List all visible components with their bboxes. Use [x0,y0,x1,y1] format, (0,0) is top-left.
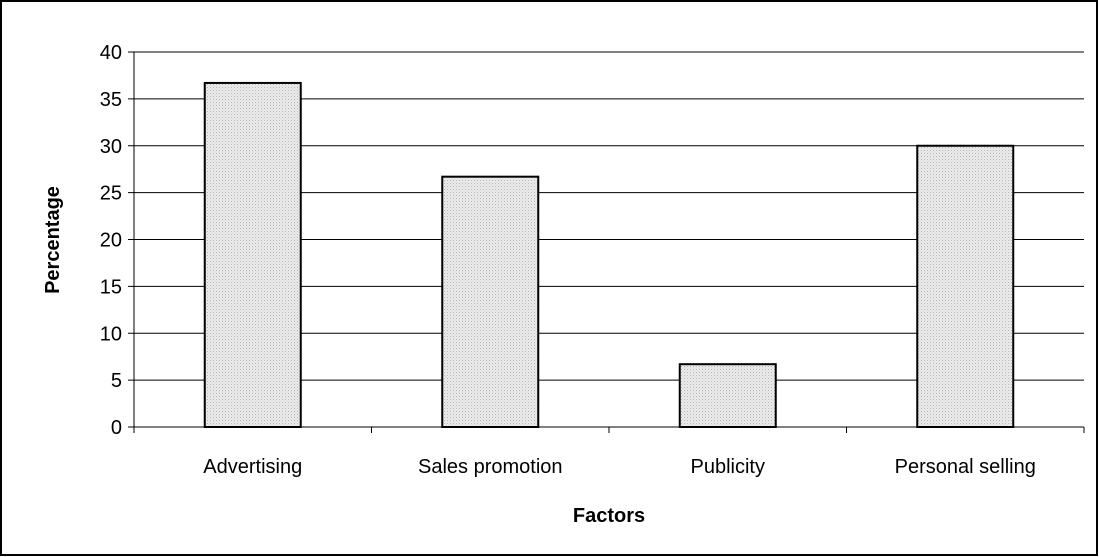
y-tick-label: 25 [100,183,122,205]
y-axis-title: Percentage [42,186,64,294]
y-tick-label: 0 [111,417,122,439]
x-tick-labels: Advertising Sales promotion Publicity Perso… [203,456,1036,478]
y-tick-labels: 0 5 10 15 20 25 30 35 40 [100,42,122,439]
y-tick-label: 30 [100,136,122,158]
y-tick-label: 40 [100,42,122,64]
x-tick-label: Personal selling [895,456,1036,478]
y-tick-label: 10 [100,323,122,345]
bars [203,81,1015,428]
y-tick-label: 35 [100,89,122,111]
y-tick-label: 5 [111,370,122,392]
bar [203,81,302,428]
axes [133,52,1085,433]
x-tick-label: Advertising [203,456,302,478]
x-tick-label: Sales promotion [418,456,563,478]
y-tick-label: 20 [100,230,122,252]
bar [441,175,540,428]
y-tick-label: 15 [100,276,122,298]
bar [916,144,1015,428]
x-tick-label: Publicity [691,456,765,478]
bar [678,363,777,428]
x-axis-title: Factors [573,505,645,527]
